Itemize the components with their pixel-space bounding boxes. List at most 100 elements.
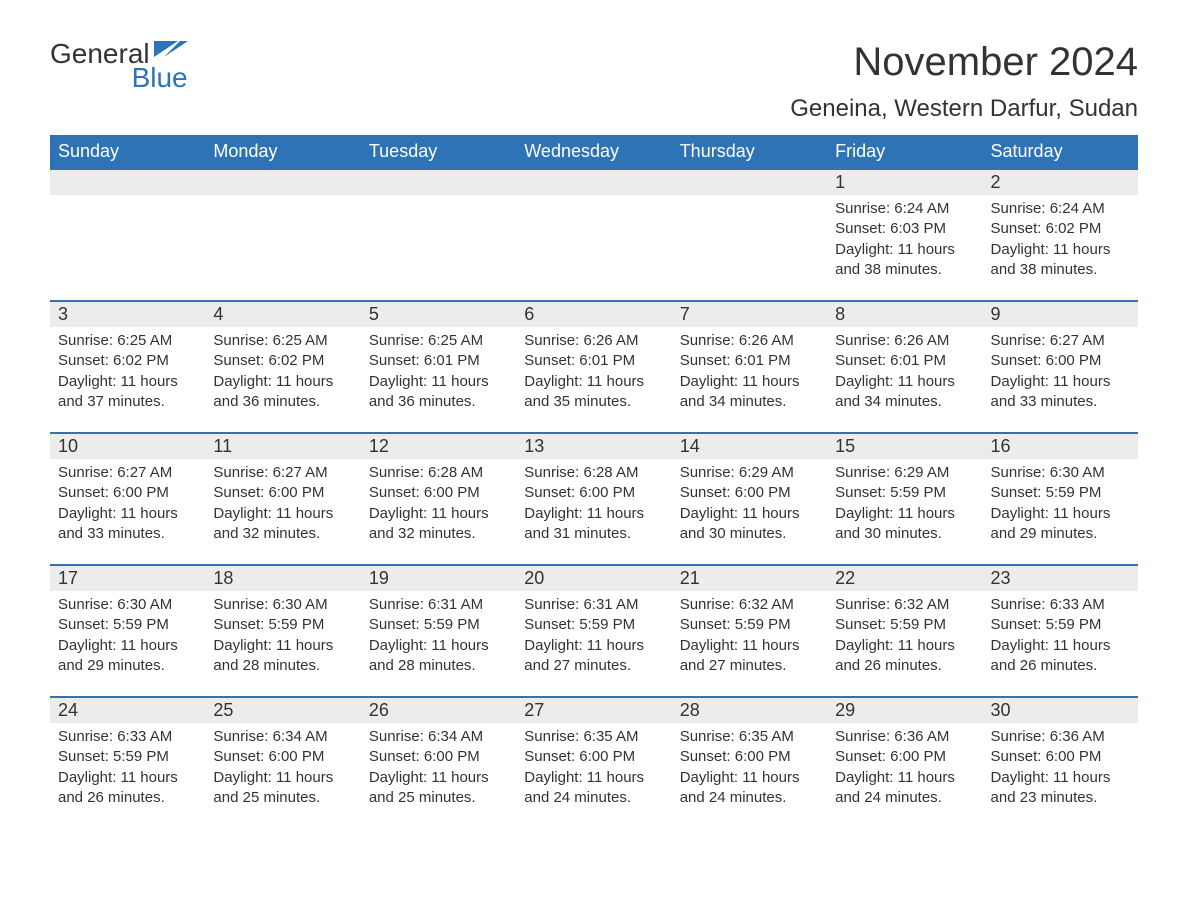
title-block: November 2024 Geneina, Western Darfur, S…: [790, 40, 1138, 123]
brand-blue: Blue: [50, 64, 188, 92]
sunset-line: Sunset: 5:59 PM: [991, 483, 1130, 503]
day-data: Sunrise: 6:30 AMSunset: 5:59 PMDaylight:…: [205, 591, 360, 684]
day-data: Sunrise: 6:24 AMSunset: 6:03 PMDaylight:…: [827, 195, 982, 288]
daylight-line: Daylight: 11 hours and 29 minutes.: [58, 636, 197, 677]
day-data: Sunrise: 6:35 AMSunset: 6:00 PMDaylight:…: [672, 723, 827, 816]
sunrise-line: Sunrise: 6:30 AM: [213, 595, 352, 615]
daylight-line: Daylight: 11 hours and 32 minutes.: [369, 504, 508, 545]
day-data: Sunrise: 6:31 AMSunset: 5:59 PMDaylight:…: [361, 591, 516, 684]
day-data: [672, 195, 827, 275]
sunset-line: Sunset: 6:03 PM: [835, 219, 974, 239]
day-data: Sunrise: 6:34 AMSunset: 6:00 PMDaylight:…: [361, 723, 516, 816]
daylight-line: Daylight: 11 hours and 26 minutes.: [58, 768, 197, 809]
sunrise-line: Sunrise: 6:30 AM: [58, 595, 197, 615]
sunrise-line: Sunrise: 6:26 AM: [835, 331, 974, 351]
weekday-header: Thursday: [672, 135, 827, 169]
day-data: Sunrise: 6:36 AMSunset: 6:00 PMDaylight:…: [983, 723, 1138, 816]
daylight-line: Daylight: 11 hours and 28 minutes.: [369, 636, 508, 677]
day-data: Sunrise: 6:31 AMSunset: 5:59 PMDaylight:…: [516, 591, 671, 684]
day-data: [361, 195, 516, 275]
weekday-header: Tuesday: [361, 135, 516, 169]
sunrise-line: Sunrise: 6:36 AM: [991, 727, 1130, 747]
day-number: 9: [983, 302, 1138, 327]
sunrise-line: Sunrise: 6:26 AM: [680, 331, 819, 351]
calendar-day-cell: 27Sunrise: 6:35 AMSunset: 6:00 PMDayligh…: [516, 697, 671, 829]
daylight-line: Daylight: 11 hours and 23 minutes.: [991, 768, 1130, 809]
day-data: [205, 195, 360, 275]
calendar-day-cell: [672, 169, 827, 301]
day-data: Sunrise: 6:28 AMSunset: 6:00 PMDaylight:…: [516, 459, 671, 552]
sunrise-line: Sunrise: 6:24 AM: [991, 199, 1130, 219]
day-number: 25: [205, 698, 360, 723]
calendar-day-cell: [50, 169, 205, 301]
sunrise-line: Sunrise: 6:34 AM: [369, 727, 508, 747]
day-data: Sunrise: 6:33 AMSunset: 5:59 PMDaylight:…: [50, 723, 205, 816]
sunrise-line: Sunrise: 6:33 AM: [58, 727, 197, 747]
sunrise-line: Sunrise: 6:27 AM: [58, 463, 197, 483]
calendar-day-cell: 26Sunrise: 6:34 AMSunset: 6:00 PMDayligh…: [361, 697, 516, 829]
daylight-line: Daylight: 11 hours and 34 minutes.: [680, 372, 819, 413]
day-number: 27: [516, 698, 671, 723]
sunrise-line: Sunrise: 6:26 AM: [524, 331, 663, 351]
daylight-line: Daylight: 11 hours and 30 minutes.: [680, 504, 819, 545]
sunset-line: Sunset: 6:00 PM: [680, 483, 819, 503]
day-data: Sunrise: 6:25 AMSunset: 6:02 PMDaylight:…: [50, 327, 205, 420]
day-number: 13: [516, 434, 671, 459]
day-data: Sunrise: 6:30 AMSunset: 5:59 PMDaylight:…: [50, 591, 205, 684]
day-data: Sunrise: 6:29 AMSunset: 6:00 PMDaylight:…: [672, 459, 827, 552]
calendar-day-cell: 3Sunrise: 6:25 AMSunset: 6:02 PMDaylight…: [50, 301, 205, 433]
daylight-line: Daylight: 11 hours and 24 minutes.: [680, 768, 819, 809]
sunrise-line: Sunrise: 6:28 AM: [369, 463, 508, 483]
calendar-week-row: 17Sunrise: 6:30 AMSunset: 5:59 PMDayligh…: [50, 565, 1138, 697]
day-number: 23: [983, 566, 1138, 591]
sunrise-line: Sunrise: 6:32 AM: [835, 595, 974, 615]
calendar-week-row: 10Sunrise: 6:27 AMSunset: 6:00 PMDayligh…: [50, 433, 1138, 565]
daylight-line: Daylight: 11 hours and 26 minutes.: [991, 636, 1130, 677]
daylight-line: Daylight: 11 hours and 28 minutes.: [213, 636, 352, 677]
daylight-line: Daylight: 11 hours and 38 minutes.: [991, 240, 1130, 281]
calendar-day-cell: 21Sunrise: 6:32 AMSunset: 5:59 PMDayligh…: [672, 565, 827, 697]
day-data: Sunrise: 6:25 AMSunset: 6:01 PMDaylight:…: [361, 327, 516, 420]
sunset-line: Sunset: 5:59 PM: [524, 615, 663, 635]
daylight-line: Daylight: 11 hours and 29 minutes.: [991, 504, 1130, 545]
daylight-line: Daylight: 11 hours and 32 minutes.: [213, 504, 352, 545]
sunrise-line: Sunrise: 6:27 AM: [213, 463, 352, 483]
calendar-day-cell: 11Sunrise: 6:27 AMSunset: 6:00 PMDayligh…: [205, 433, 360, 565]
day-data: Sunrise: 6:27 AMSunset: 6:00 PMDaylight:…: [205, 459, 360, 552]
sunset-line: Sunset: 5:59 PM: [835, 615, 974, 635]
calendar-day-cell: 12Sunrise: 6:28 AMSunset: 6:00 PMDayligh…: [361, 433, 516, 565]
sunrise-line: Sunrise: 6:33 AM: [991, 595, 1130, 615]
calendar-day-cell: 6Sunrise: 6:26 AMSunset: 6:01 PMDaylight…: [516, 301, 671, 433]
calendar-day-cell: 24Sunrise: 6:33 AMSunset: 5:59 PMDayligh…: [50, 697, 205, 829]
daylight-line: Daylight: 11 hours and 33 minutes.: [991, 372, 1130, 413]
day-number: 12: [361, 434, 516, 459]
day-number: [516, 170, 671, 195]
sunset-line: Sunset: 6:01 PM: [369, 351, 508, 371]
calendar-day-cell: 15Sunrise: 6:29 AMSunset: 5:59 PMDayligh…: [827, 433, 982, 565]
calendar-table: SundayMondayTuesdayWednesdayThursdayFrid…: [50, 135, 1138, 829]
day-data: Sunrise: 6:27 AMSunset: 6:00 PMDaylight:…: [983, 327, 1138, 420]
brand-logo: General Blue: [50, 40, 188, 92]
day-data: [50, 195, 205, 275]
calendar-day-cell: 9Sunrise: 6:27 AMSunset: 6:00 PMDaylight…: [983, 301, 1138, 433]
weekday-header: Friday: [827, 135, 982, 169]
sunrise-line: Sunrise: 6:24 AM: [835, 199, 974, 219]
sunset-line: Sunset: 6:00 PM: [213, 483, 352, 503]
sunset-line: Sunset: 6:00 PM: [991, 747, 1130, 767]
sunrise-line: Sunrise: 6:34 AM: [213, 727, 352, 747]
daylight-line: Daylight: 11 hours and 37 minutes.: [58, 372, 197, 413]
day-number: 3: [50, 302, 205, 327]
sunrise-line: Sunrise: 6:27 AM: [991, 331, 1130, 351]
sunrise-line: Sunrise: 6:32 AM: [680, 595, 819, 615]
sunset-line: Sunset: 6:00 PM: [213, 747, 352, 767]
day-number: 24: [50, 698, 205, 723]
weekday-header: Saturday: [983, 135, 1138, 169]
day-data: Sunrise: 6:36 AMSunset: 6:00 PMDaylight:…: [827, 723, 982, 816]
sunrise-line: Sunrise: 6:25 AM: [58, 331, 197, 351]
sunrise-line: Sunrise: 6:36 AM: [835, 727, 974, 747]
day-number: 7: [672, 302, 827, 327]
sunset-line: Sunset: 5:59 PM: [835, 483, 974, 503]
sunset-line: Sunset: 5:59 PM: [58, 747, 197, 767]
weekday-header: Wednesday: [516, 135, 671, 169]
daylight-line: Daylight: 11 hours and 33 minutes.: [58, 504, 197, 545]
